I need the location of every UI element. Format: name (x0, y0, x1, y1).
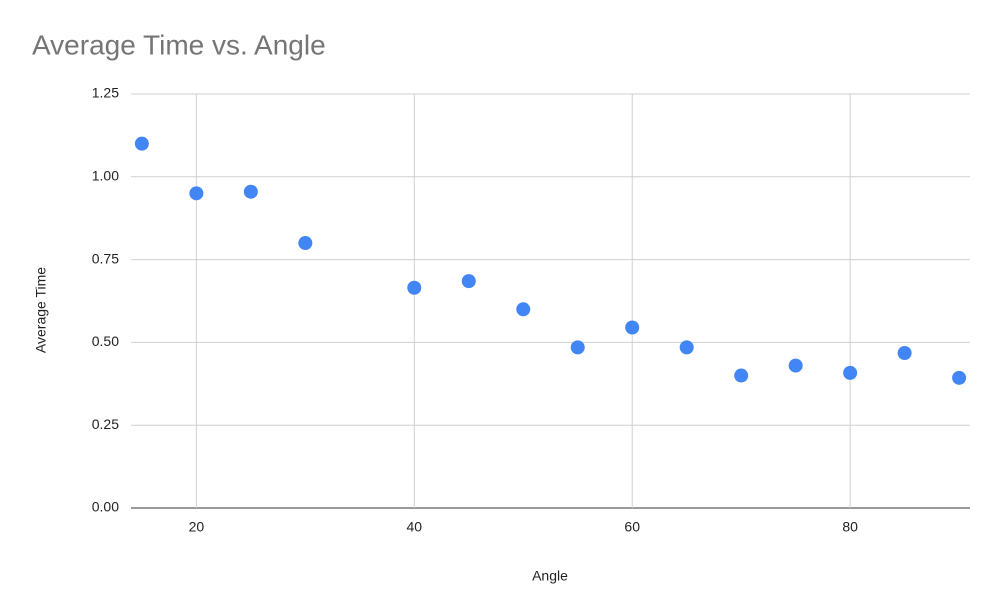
point (897, 345, 912, 360)
point (788, 358, 803, 373)
x-tick-label: 40 (407, 519, 423, 535)
point (243, 184, 258, 199)
point (407, 280, 422, 295)
point (952, 370, 967, 385)
x-tick-label: 60 (624, 519, 640, 535)
y-tick-label: 1.25 (92, 85, 119, 101)
y-axis-label: Average Time (33, 267, 49, 353)
point (134, 136, 149, 151)
x-tick-label: 80 (842, 519, 858, 535)
y-tick-label: 0.00 (92, 499, 119, 515)
point (516, 302, 531, 317)
point (570, 340, 585, 355)
point (189, 186, 204, 201)
point (298, 236, 313, 251)
point (734, 368, 749, 383)
chart-title: Average Time vs. Angle (32, 29, 326, 60)
x-tick-label: 20 (189, 519, 205, 535)
x-axis-label: Angle (532, 568, 568, 584)
point (461, 274, 476, 289)
y-tick-label: 1.00 (92, 168, 119, 184)
y-tick-label: 0.50 (92, 333, 119, 349)
y-tick-label: 0.75 (92, 250, 119, 266)
y-tick-label: 0.25 (92, 416, 119, 432)
point (679, 340, 694, 355)
point (625, 320, 640, 335)
point (843, 365, 858, 380)
